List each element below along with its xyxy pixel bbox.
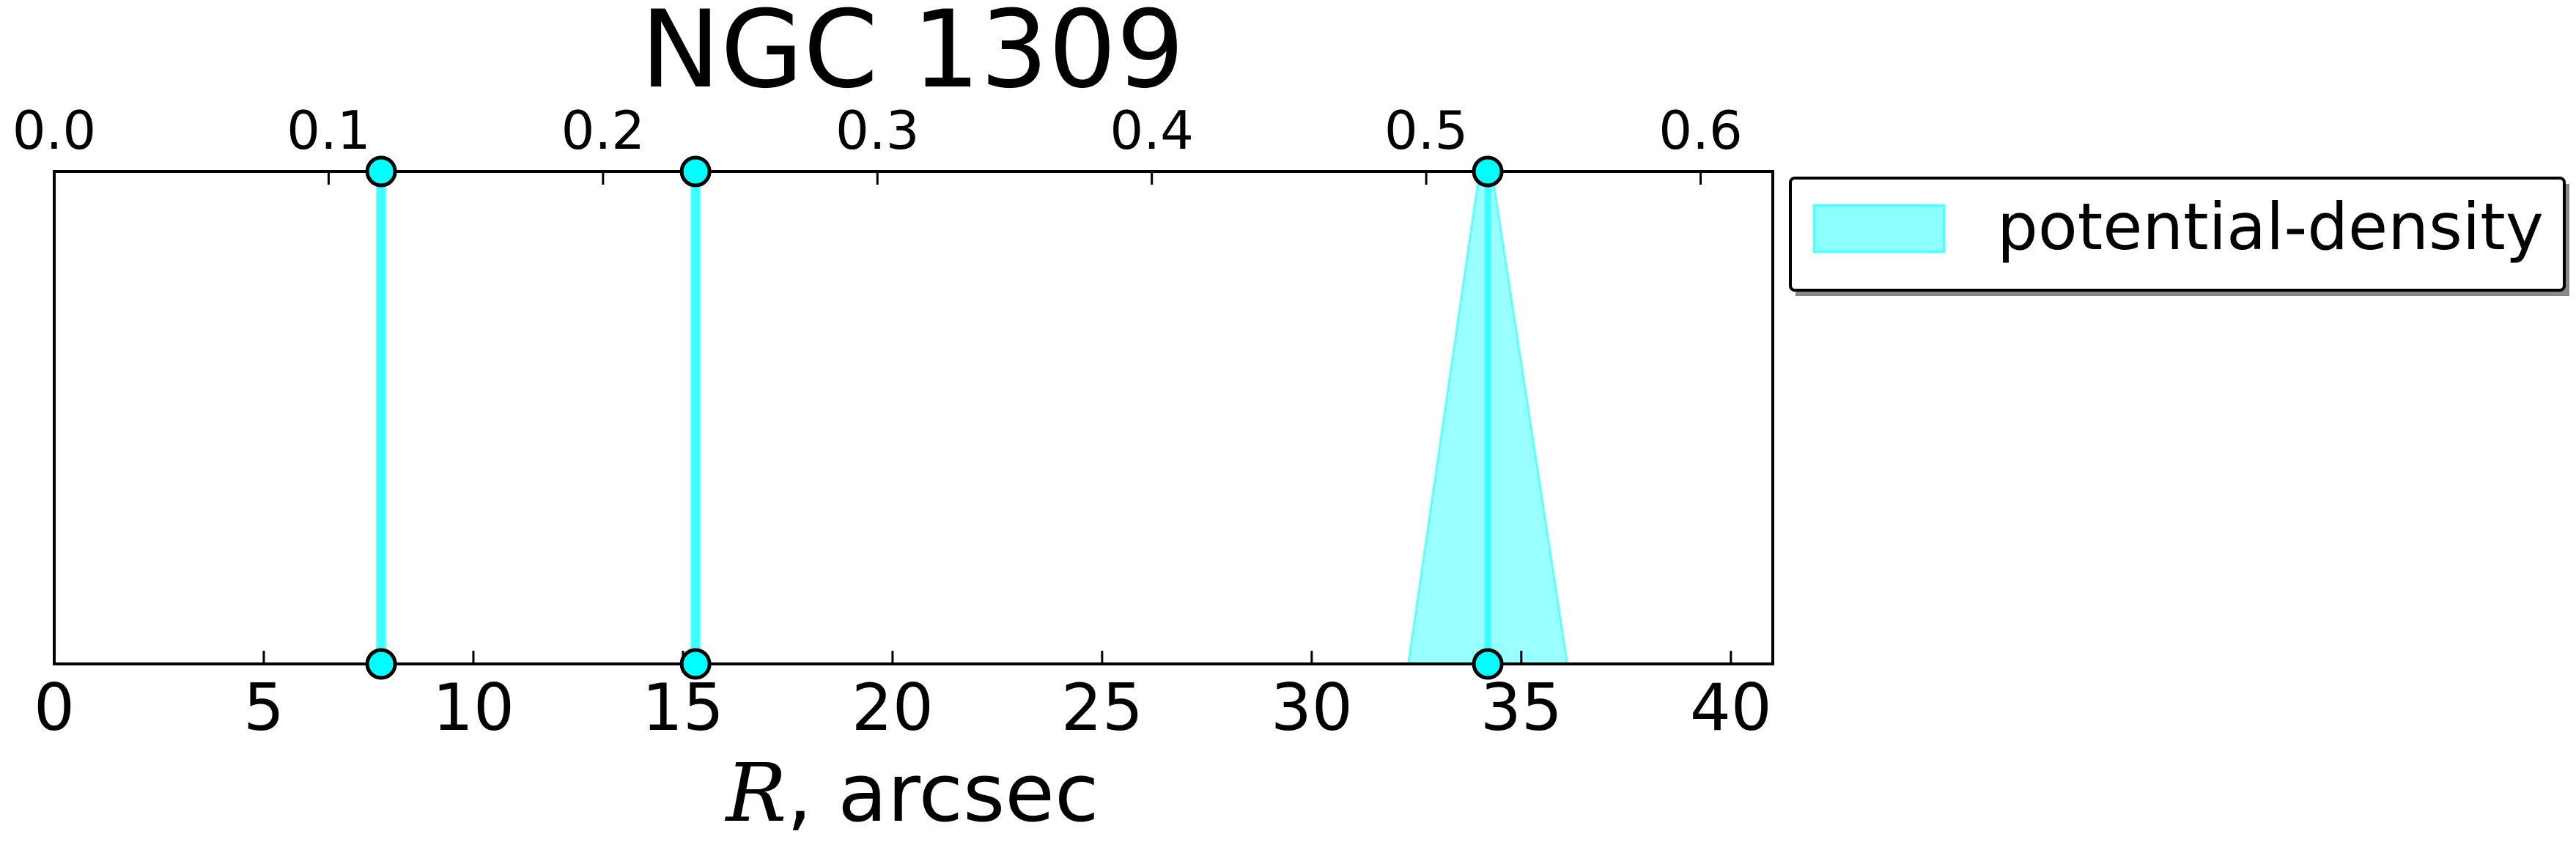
- marker-bottom-1: [679, 648, 712, 680]
- x-tick-labels: 0 5 10 15 20 25 30 35 40: [34, 670, 1772, 745]
- series-bands: [375, 170, 1569, 665]
- marker-bottom-0: [365, 648, 397, 680]
- x-tick-label-6: 30: [1271, 670, 1353, 745]
- series-lines: [377, 171, 1491, 664]
- x-tick-label-3: 15: [642, 670, 724, 745]
- top-tick-labels: 0.0 0.1 0.2 0.3 0.4 0.5 0.6: [12, 100, 1743, 161]
- top-tick-label-2: 0.2: [561, 100, 646, 161]
- x-axis-label-unit: , arcsec: [786, 746, 1099, 840]
- x-tick-label-0: 0: [34, 670, 75, 745]
- series-markers: [365, 155, 1504, 680]
- x-tick-label-5: 25: [1061, 670, 1143, 745]
- x-tick-label-8: 40: [1690, 670, 1772, 745]
- marker-top-1: [679, 155, 712, 188]
- x-axis-label: R, arcsec: [725, 746, 1099, 840]
- x-tick-label-4: 20: [852, 670, 934, 745]
- marker-top-0: [365, 155, 397, 188]
- axis-ticks: [53, 171, 1732, 664]
- top-tick-label-6: 0.6: [1658, 100, 1743, 161]
- top-tick-label-3: 0.3: [835, 100, 920, 161]
- marker-top-2: [1472, 155, 1504, 188]
- x-tick-label-7: 35: [1480, 670, 1562, 745]
- legend: potential-density: [1789, 177, 2569, 296]
- legend-swatch: [1812, 204, 1946, 254]
- marker-bottom-2: [1472, 648, 1504, 680]
- x-tick-label-2: 10: [432, 670, 514, 745]
- top-tick-label-0: 0.0: [12, 100, 97, 161]
- x-axis-label-var: R: [725, 746, 787, 840]
- chart-title: NGC 1309: [641, 0, 1184, 112]
- plot-frame: [53, 170, 1774, 665]
- top-tick-label-1: 0.1: [287, 100, 371, 161]
- top-tick-label-5: 0.5: [1384, 100, 1469, 161]
- x-tick-label-1: 5: [243, 670, 284, 745]
- legend-label: potential-density: [1997, 189, 2544, 265]
- top-tick-label-4: 0.4: [1110, 100, 1194, 161]
- legend-box: [1789, 177, 2566, 292]
